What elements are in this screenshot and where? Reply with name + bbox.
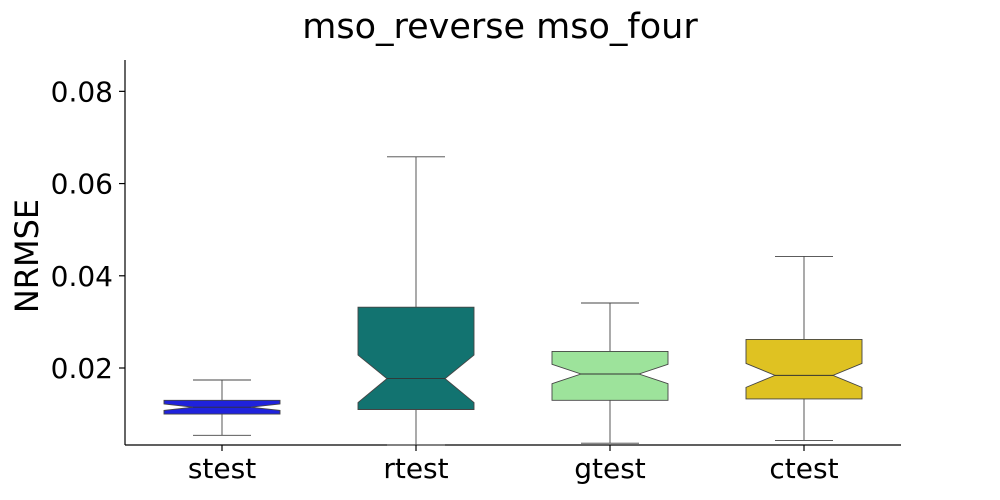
x-ticks: stest rtest gtest ctest xyxy=(188,445,839,485)
box-rtest xyxy=(357,156,475,446)
plot-area: 0.02 0.04 0.06 0.08 stest rtest gtest ctest xyxy=(51,60,901,485)
x-tick-label: gtest xyxy=(574,452,646,485)
y-axis-label: NRMSE xyxy=(8,199,46,313)
x-tick-label: rtest xyxy=(383,452,448,485)
y-ticks: 0.02 0.04 0.06 0.08 xyxy=(51,75,125,385)
box-stest xyxy=(163,379,281,436)
x-tick-label: ctest xyxy=(769,452,838,485)
box-body xyxy=(357,306,475,410)
box-body xyxy=(745,338,863,400)
x-tick-label: stest xyxy=(188,452,256,485)
y-tick-label: 0.06 xyxy=(51,168,113,201)
box-ctest xyxy=(745,255,863,441)
box-body xyxy=(551,350,669,401)
y-tick-label: 0.04 xyxy=(51,260,113,293)
box-series xyxy=(163,156,863,446)
box-gtest xyxy=(551,302,669,444)
y-tick-label: 0.02 xyxy=(51,352,113,385)
chart-title: mso_reverse mso_four xyxy=(302,7,698,47)
y-tick-label: 0.08 xyxy=(51,75,113,108)
